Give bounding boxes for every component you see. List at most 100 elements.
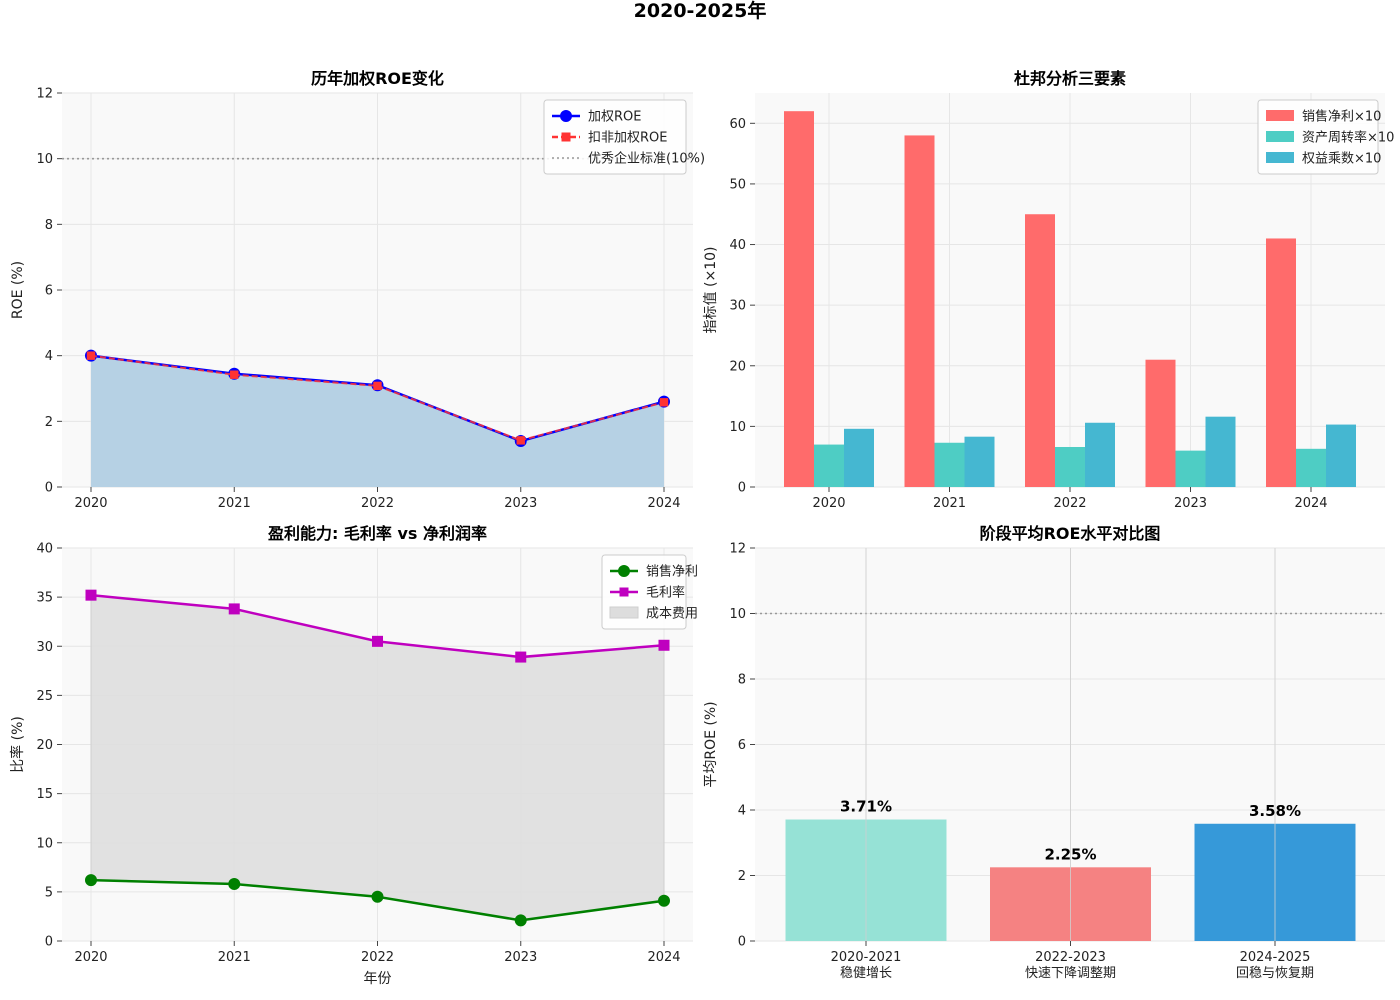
p2-bar-2 xyxy=(964,436,995,487)
p1-ytick-label: 8 xyxy=(45,218,53,233)
p2-xtick-label: 2020 xyxy=(812,496,845,511)
p4-ytick-label: 8 xyxy=(738,673,746,688)
p3-point-1 xyxy=(515,651,527,663)
legend-swatch-patch xyxy=(1266,152,1294,163)
p2-xtick-label: 2023 xyxy=(1174,496,1207,511)
p2-bar-2 xyxy=(1085,422,1115,487)
p4-xtick-label-line1: 2024-2025 xyxy=(1240,950,1311,965)
p3-ytick-label: 20 xyxy=(36,738,53,753)
p1-xtick-label: 2023 xyxy=(504,496,537,511)
p1-ytick-label: 4 xyxy=(45,349,53,364)
p3-point-0 xyxy=(228,878,241,891)
legend-swatch-patch xyxy=(609,606,639,619)
p2-ytick-label: 50 xyxy=(729,177,746,192)
p3-xtick-label: 2023 xyxy=(504,950,537,965)
p2-ytick-label: 20 xyxy=(729,359,746,374)
legend-swatch-patch xyxy=(1266,110,1294,121)
p1-xtick-label: 2022 xyxy=(361,496,394,511)
p4-ytick-label: 4 xyxy=(738,804,746,819)
p2-bar-1 xyxy=(934,442,965,487)
legend-swatch-marker xyxy=(560,110,572,122)
legend-label: 销售净利 xyxy=(646,564,698,580)
p2-ytick-label: 60 xyxy=(729,117,746,132)
legend-swatch-marker xyxy=(619,587,629,597)
p2-bar-2 xyxy=(1326,424,1356,487)
p4-xtick-label-line1: 2022-2023 xyxy=(1035,950,1106,965)
figure-suptitle: 2020-2025年 xyxy=(634,0,767,22)
p1-xtick-label: 2024 xyxy=(647,496,680,511)
p4-ytick-label: 2 xyxy=(738,869,746,884)
p3-xtick-label: 2021 xyxy=(218,950,251,965)
p3-title: 盈利能力: 毛利率 vs 净利润率 xyxy=(267,524,487,543)
p3-xtick-label: 2022 xyxy=(361,950,394,965)
p1-title: 历年加权ROE变化 xyxy=(311,69,444,88)
legend-label: 优秀企业标准(10%) xyxy=(588,151,705,167)
p3-ytick-label: 5 xyxy=(45,885,53,900)
p2-bar-1 xyxy=(1175,450,1206,487)
p3-ytick-label: 35 xyxy=(36,591,53,606)
p3-point-0 xyxy=(371,890,384,903)
legend-box xyxy=(543,99,687,175)
legend-label: 毛利率 xyxy=(646,585,685,601)
p4-xtick-label-line2: 快速下降调整期 xyxy=(1025,966,1116,981)
p2-ytick-label: 10 xyxy=(729,420,746,435)
p3-ytick-label: 10 xyxy=(36,836,53,851)
p2-bar-0 xyxy=(1145,359,1176,487)
p2-bar-0 xyxy=(904,135,935,487)
p3-ytick-label: 25 xyxy=(36,689,53,704)
p4-ytick-label: 12 xyxy=(729,542,746,557)
p1-ylabel: ROE (%) xyxy=(10,261,26,319)
p4-ytick-label: 10 xyxy=(729,607,746,622)
p1-ytick-label: 2 xyxy=(45,415,53,430)
p1-point-1 xyxy=(516,436,525,445)
p3-ylabel: 比率 (%) xyxy=(9,716,26,773)
p2-ytick-label: 40 xyxy=(729,238,746,253)
p1-ytick-label: 6 xyxy=(45,284,53,299)
p2-ytick-label: 0 xyxy=(738,481,746,496)
p2-bar-1 xyxy=(814,444,844,487)
legend-label: 权益乘数×10 xyxy=(1302,151,1381,167)
p2-bar-2 xyxy=(1205,416,1236,487)
legend-label: 加权ROE xyxy=(588,109,641,125)
p4-data-label: 3.58% xyxy=(1249,802,1301,820)
legend-swatch-marker xyxy=(561,132,571,142)
p2-title: 杜邦分析三要素 xyxy=(1014,69,1126,88)
p1-xtick-label: 2021 xyxy=(218,496,251,511)
p2-xtick-label: 2022 xyxy=(1053,496,1086,511)
p3-point-0 xyxy=(514,914,527,927)
p1-point-1 xyxy=(86,351,96,360)
p1-point-1 xyxy=(373,381,382,391)
p3-point-0 xyxy=(85,874,97,887)
p4-ylabel: 平均ROE (%) xyxy=(703,701,719,787)
legend-swatch-patch xyxy=(1266,131,1294,142)
p3-point-1 xyxy=(85,589,97,601)
legend-label: 销售净利×10 xyxy=(1302,109,1381,125)
legend-label: 扣非加权ROE xyxy=(588,130,667,146)
p2-bar-2 xyxy=(844,428,874,487)
p1-area-fill xyxy=(91,355,664,487)
p4-xtick-label-line2: 回稳与恢复期 xyxy=(1236,965,1314,981)
p2-bar-0 xyxy=(1266,238,1296,487)
p4-ytick-label: 6 xyxy=(738,738,746,753)
p3-ytick-label: 0 xyxy=(45,935,53,950)
p3-xtick-label: 2024 xyxy=(647,950,680,965)
p1-ytick-label: 10 xyxy=(36,152,53,167)
p3-xlabel: 年份 xyxy=(364,971,392,987)
p3-ytick-label: 15 xyxy=(36,787,53,802)
p1-ytick-label: 0 xyxy=(45,481,53,496)
p3-point-1 xyxy=(372,635,383,647)
panel-p1: 0 2 4 6 8 10 12 历年加权ROE变化 ROE (%) 2020 2021 2022 202… xyxy=(10,69,705,511)
legend-swatch-marker xyxy=(618,565,630,577)
p4-data-label: 2.25% xyxy=(1044,845,1096,863)
p3-ytick-label: 30 xyxy=(36,640,53,655)
p2-ytick-label: 30 xyxy=(729,299,746,314)
p2-xtick-label: 2024 xyxy=(1294,496,1327,511)
p3-point-1 xyxy=(228,603,240,615)
p1-point-1 xyxy=(659,398,669,407)
p2-bar-0 xyxy=(784,111,814,487)
